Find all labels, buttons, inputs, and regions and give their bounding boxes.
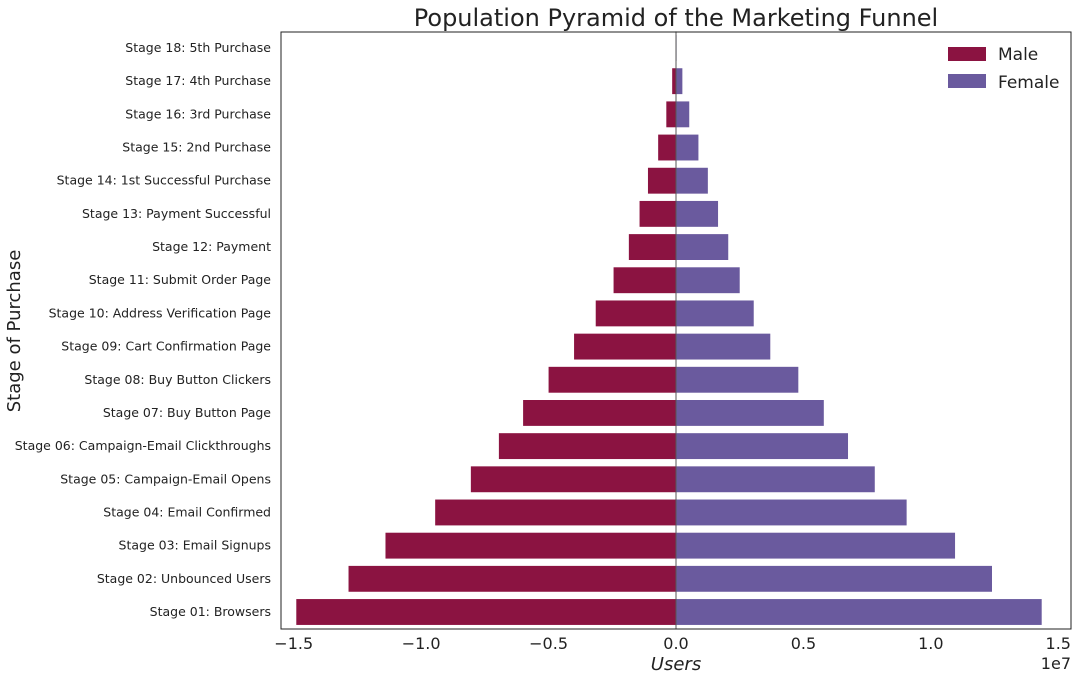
y-tick-label: Stage 09: Cart Confirmation Page	[61, 339, 271, 354]
chart-title: Population Pyramid of the Marketing Funn…	[414, 4, 938, 32]
y-tick-label: Stage 04: Email Confirmed	[103, 504, 271, 519]
bar-male-stage-13	[639, 200, 676, 227]
y-tick-labels: Stage 01: Browsers Stage 02: Unbounced Us…	[15, 40, 272, 619]
bar-male-stage-17	[672, 68, 676, 95]
bar-male-stage-10	[595, 300, 676, 327]
bar-female-stage-6	[676, 433, 849, 460]
x-tick-label: 0.0	[663, 634, 688, 653]
y-tick-label: Stage 03: Email Signups	[119, 538, 271, 553]
bar-female-stage-15	[676, 134, 699, 161]
y-tick-label: Stage 16: 3rd Purchase	[125, 106, 271, 121]
bar-female-stage-16	[676, 101, 690, 128]
y-tick-label: Stage 14: 1st Successful Purchase	[57, 173, 272, 188]
bar-male-stage-11	[613, 267, 676, 294]
y-tick-label: Stage 05: Campaign-Email Opens	[60, 471, 271, 486]
x-tick-label: −0.5	[529, 634, 568, 653]
bar-female-stage-5	[676, 466, 875, 493]
bar-female-stage-12	[676, 234, 729, 260]
bar-male-stage-2	[348, 565, 676, 592]
bar-female-stage-4	[676, 499, 907, 526]
bar-female-stage-17	[676, 68, 683, 95]
bar-male-stage-4	[435, 499, 676, 526]
legend: Male Female	[948, 45, 1059, 93]
x-tick-label: 0.5	[791, 634, 816, 653]
y-tick-label: Stage 15: 2nd Purchase	[122, 140, 271, 155]
x-tick-labels: −1.5 −1.0 −0.5 0.0 0.5 1.0 1.5	[274, 634, 1071, 653]
plot-frame	[280, 31, 1072, 630]
y-tick-label: Stage 11: Submit Order Page	[89, 272, 272, 287]
bar-male-stage-7	[523, 400, 676, 426]
bar-male-stage-16	[666, 101, 676, 128]
y-tick-label: Stage 07: Buy Button Page	[103, 405, 271, 420]
bar-male-stage-3	[385, 532, 676, 559]
x-tick-label: 1.0	[918, 634, 943, 653]
y-tick-label: Stage 13: Payment Successful	[82, 206, 271, 221]
y-tick-label: Stage 12: Payment	[152, 239, 271, 254]
bar-female-stage-2	[676, 565, 992, 592]
bar-female-stage-13	[676, 200, 719, 227]
x-axis-label: Users	[651, 654, 701, 675]
bar-male-stage-5	[470, 466, 676, 493]
x-tick-label: 1.5	[1046, 634, 1071, 653]
bar-male-stage-8	[548, 366, 676, 393]
y-tick-label: Stage 18: 5th Purchase	[125, 40, 271, 55]
bar-male-stage-12	[628, 234, 676, 260]
bar-female-stage-14	[676, 167, 708, 194]
x-tick-label: −1.5	[274, 634, 313, 653]
bar-female-stage-7	[676, 400, 824, 426]
y-tick-label: Stage 06: Campaign-Email Clickthroughs	[15, 438, 271, 453]
y-axis-label: Stage of Purchase	[4, 250, 25, 413]
bar-male-stage-1	[296, 599, 676, 625]
legend-label-male: Male	[998, 45, 1038, 65]
x-axis-offset-label: 1e7	[1041, 654, 1071, 673]
bar-male-stage-15	[658, 134, 676, 161]
bar-female-stage-3	[676, 532, 956, 559]
bar-female-stage-1	[676, 599, 1042, 625]
y-tick-label: Stage 01: Browsers	[150, 604, 271, 619]
bar-male-stage-6	[498, 433, 676, 460]
bar-female-stage-9	[676, 333, 771, 360]
y-tick-label: Stage 08: Buy Button Clickers	[84, 372, 271, 387]
y-tick-label: Stage 17: 4th Purchase	[125, 73, 271, 88]
bar-female-stage-11	[676, 267, 740, 294]
legend-swatch-female	[948, 74, 986, 88]
bar-male-stage-9	[574, 333, 676, 360]
y-tick-label: Stage 10: Address Verification Page	[49, 305, 272, 320]
bar-male-stage-14	[647, 167, 676, 194]
y-tick-label: Stage 02: Unbounced Users	[97, 571, 271, 586]
bars-layer	[296, 31, 1042, 629]
bar-female-stage-8	[676, 366, 799, 393]
legend-swatch-male	[948, 47, 986, 61]
bar-female-stage-10	[676, 300, 754, 327]
legend-label-female: Female	[998, 73, 1059, 93]
x-tick-label: −1.0	[402, 634, 441, 653]
